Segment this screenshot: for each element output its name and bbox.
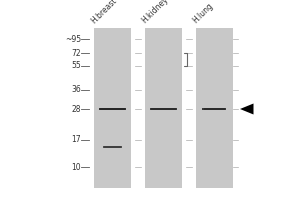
Text: 55: 55 <box>71 62 81 71</box>
Bar <box>202 108 226 110</box>
Text: ~95: ~95 <box>65 34 81 44</box>
Bar <box>103 146 122 148</box>
Bar <box>145 28 182 188</box>
Bar <box>94 28 131 188</box>
Bar <box>152 108 176 110</box>
Bar <box>99 108 126 110</box>
Polygon shape <box>240 104 253 114</box>
Text: H.kidney: H.kidney <box>140 0 170 25</box>
Text: 17: 17 <box>71 136 81 144</box>
Bar <box>196 28 233 188</box>
Text: H.breast: H.breast <box>89 0 118 25</box>
Text: 10: 10 <box>71 162 81 171</box>
Bar <box>204 108 225 110</box>
Text: 28: 28 <box>71 105 81 114</box>
Bar <box>103 146 122 148</box>
Text: H.lung: H.lung <box>191 1 215 25</box>
Bar <box>150 108 177 110</box>
Text: 36: 36 <box>71 85 81 94</box>
Bar <box>100 108 125 110</box>
Text: 72: 72 <box>71 48 81 58</box>
